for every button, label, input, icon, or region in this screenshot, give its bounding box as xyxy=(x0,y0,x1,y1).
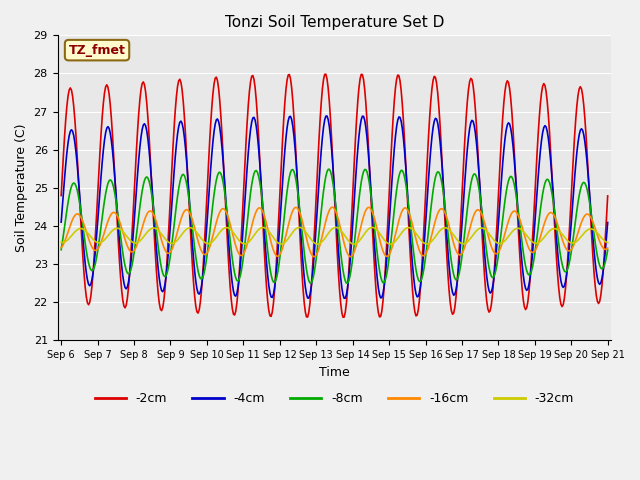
-4cm xyxy=(461,175,469,181)
-32cm xyxy=(227,227,235,233)
-2cm xyxy=(322,72,330,77)
Text: TZ_fmet: TZ_fmet xyxy=(68,44,125,57)
-8cm xyxy=(604,247,612,253)
-16cm xyxy=(329,204,337,210)
-4cm xyxy=(227,271,235,276)
-32cm xyxy=(604,240,612,245)
-8cm xyxy=(326,167,333,172)
-2cm xyxy=(58,192,65,198)
Line: -4cm: -4cm xyxy=(61,116,608,298)
-8cm xyxy=(227,247,235,252)
-4cm xyxy=(556,270,564,276)
Legend: -2cm, -4cm, -8cm, -16cm, -32cm: -2cm, -4cm, -8cm, -16cm, -32cm xyxy=(90,387,579,410)
-2cm xyxy=(392,85,399,91)
-2cm xyxy=(288,84,296,90)
-4cm xyxy=(340,295,348,301)
-8cm xyxy=(344,280,351,286)
-32cm xyxy=(365,226,373,231)
X-axis label: Time: Time xyxy=(319,366,350,379)
-8cm xyxy=(461,227,469,232)
-16cm xyxy=(365,204,373,210)
-32cm xyxy=(351,241,358,247)
-32cm xyxy=(461,240,469,246)
Y-axis label: Soil Temperature (C): Soil Temperature (C) xyxy=(15,124,28,252)
-8cm xyxy=(58,247,65,252)
-32cm xyxy=(556,228,564,234)
-2cm xyxy=(227,296,235,302)
-32cm xyxy=(58,240,65,245)
-16cm xyxy=(227,225,235,231)
Line: -8cm: -8cm xyxy=(61,169,608,283)
-2cm xyxy=(604,193,612,199)
-8cm xyxy=(365,180,373,185)
-4cm xyxy=(58,219,65,225)
Line: -16cm: -16cm xyxy=(61,207,608,257)
-4cm xyxy=(288,117,296,122)
-16cm xyxy=(556,228,564,234)
-16cm xyxy=(461,243,469,249)
-32cm xyxy=(296,225,303,230)
-4cm xyxy=(323,113,331,119)
-4cm xyxy=(365,162,373,168)
-16cm xyxy=(392,231,399,237)
-4cm xyxy=(604,220,612,226)
Line: -32cm: -32cm xyxy=(61,228,608,244)
-8cm xyxy=(392,196,399,202)
Line: -2cm: -2cm xyxy=(61,74,608,317)
-8cm xyxy=(288,167,296,173)
-32cm xyxy=(288,231,296,237)
-2cm xyxy=(461,132,469,138)
-8cm xyxy=(556,248,564,254)
-16cm xyxy=(347,254,355,260)
-2cm xyxy=(556,295,564,300)
Title: Tonzi Soil Temperature Set D: Tonzi Soil Temperature Set D xyxy=(225,15,444,30)
-32cm xyxy=(392,238,399,244)
-2cm xyxy=(365,159,373,165)
-16cm xyxy=(604,245,612,251)
-2cm xyxy=(339,314,347,320)
-16cm xyxy=(58,245,65,251)
-4cm xyxy=(392,133,399,139)
-16cm xyxy=(288,211,296,216)
